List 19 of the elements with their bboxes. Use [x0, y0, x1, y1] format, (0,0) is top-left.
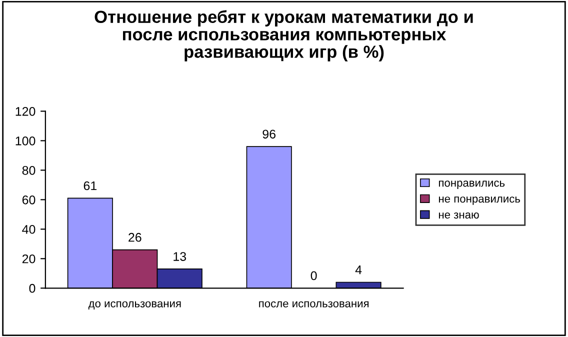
data-label: 61 — [84, 181, 97, 190]
legend-label: не знаю — [438, 212, 479, 219]
y-tick-label: 0 — [29, 284, 36, 293]
x-tick-label: после использования — [259, 301, 369, 308]
data-label: 96 — [262, 130, 276, 139]
data-label: 4 — [355, 265, 362, 274]
y-tick-label: 60 — [22, 195, 36, 204]
data-label: 0 — [310, 271, 317, 280]
y-tick-label: 40 — [22, 224, 36, 234]
chart-title: Отношение ребят к урокам математики до и после использования компьютерных развивающих игр (в %) — [94, 10, 473, 62]
data-label: 13 — [174, 252, 186, 261]
y-tick-label: 120 — [16, 107, 36, 116]
y-tick-label: 20 — [22, 254, 36, 264]
y-tick-label: 80 — [22, 166, 36, 175]
x-tick-label: до использования — [88, 301, 181, 310]
legend-label: не понравились — [438, 196, 520, 205]
y-tick-label: 100 — [16, 136, 36, 146]
data-label: 26 — [128, 232, 142, 242]
legend-label: понравились — [438, 180, 505, 189]
